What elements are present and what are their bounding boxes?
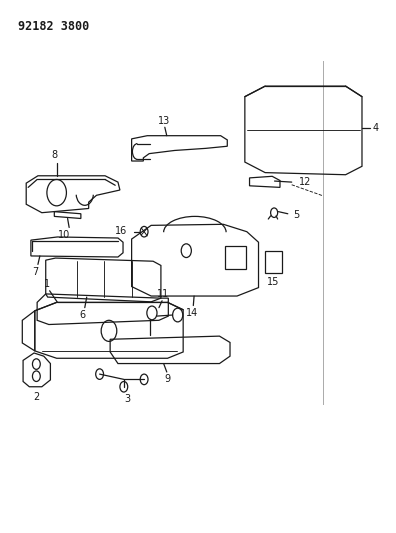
Text: 13: 13 <box>158 116 170 126</box>
Text: 7: 7 <box>32 266 38 277</box>
Text: 9: 9 <box>164 374 171 384</box>
Text: 6: 6 <box>79 310 86 320</box>
Text: 15: 15 <box>267 277 280 287</box>
Text: 92182 3800: 92182 3800 <box>18 20 89 33</box>
Text: 14: 14 <box>186 308 198 318</box>
Text: 16: 16 <box>115 225 127 236</box>
Text: 4: 4 <box>373 123 379 133</box>
Text: 10: 10 <box>57 230 70 239</box>
Text: 2: 2 <box>34 392 40 402</box>
Text: 5: 5 <box>294 210 300 220</box>
Text: 1: 1 <box>44 279 50 289</box>
Text: 11: 11 <box>157 289 169 299</box>
Text: 8: 8 <box>51 150 58 160</box>
Text: 12: 12 <box>299 177 311 187</box>
Text: 3: 3 <box>125 394 131 404</box>
